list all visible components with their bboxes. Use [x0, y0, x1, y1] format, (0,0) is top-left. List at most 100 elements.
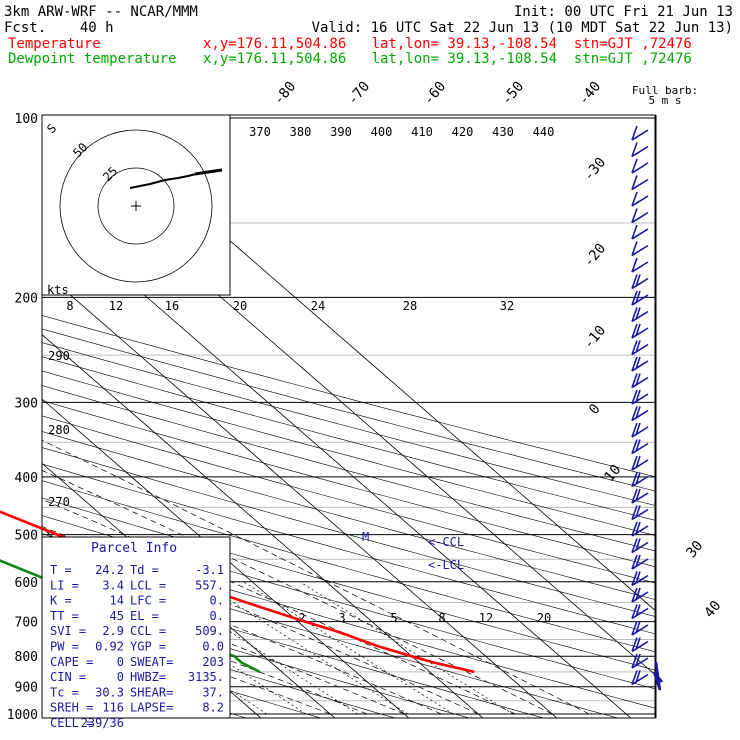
moist-adiabat	[42, 609, 331, 715]
wind-barb	[631, 587, 649, 603]
parcel-info-cell: 37.	[202, 685, 224, 699]
pressure-tick-label: 500	[15, 529, 38, 544]
hodograph-trace-thick	[194, 168, 223, 176]
parcel-info-cell: 24.2	[95, 563, 124, 577]
parcel-info-panel: Parcel Info T = 24.2 Td = -3.1 LI = 3.4 LCL = 55…	[41, 536, 231, 730]
moist-adiabat	[42, 469, 553, 715]
wind-key-label: Full barb:	[632, 84, 698, 97]
parcel-info-cell: 0.0	[202, 640, 224, 654]
mixing-ratio-label: 5	[390, 611, 397, 625]
hodograph-speed-label: 12	[109, 299, 123, 313]
hodograph-ring	[59, 129, 213, 283]
mixing-ratio-line	[200, 581, 409, 715]
parcel-info-cell: CCL =	[130, 624, 166, 638]
parcel-info-cell: 3135.	[188, 670, 224, 684]
pressure-tick-label: 1000	[7, 708, 38, 723]
hodograph-speed-label: 28	[403, 299, 417, 313]
dry-adiabat	[42, 447, 655, 617]
parcel-info-cell: K =	[50, 594, 72, 608]
hodograph-speed-label: 16	[165, 299, 179, 313]
wind-barb	[631, 274, 649, 290]
wind-barb	[631, 356, 649, 372]
wind-barb	[631, 125, 649, 141]
hodograph-ring	[97, 167, 175, 245]
wind-barb	[631, 538, 649, 554]
parcel-info-cell: 239/36	[81, 716, 124, 730]
parcel-marker: M	[362, 530, 369, 544]
moist-adiabat	[42, 498, 516, 715]
mixing-ratio-label: 2	[298, 611, 305, 625]
wind-barbs	[631, 115, 663, 718]
theta-label: 390	[330, 125, 352, 139]
wind-barb	[631, 373, 649, 389]
valid-time: Valid: 16 UTC Sat 22 Jun 13 (10 MDT Sat …	[312, 20, 733, 36]
forecast-hour: Fcst. 40 h	[4, 20, 114, 36]
parcel-info-cell: 203	[202, 655, 224, 669]
isotherm-line	[42, 205, 632, 718]
parcel-info-cell: 45	[110, 609, 124, 623]
parcel-info-cell: SHEAR=	[130, 685, 173, 699]
theta-label: 420	[452, 125, 474, 139]
parcel-info-cell: SWEAT=	[130, 655, 173, 669]
theta-left-label: 280	[48, 423, 70, 437]
wind-barb	[631, 224, 649, 240]
parcel-info-cell: EL =	[130, 609, 159, 623]
wind-barb	[631, 670, 649, 686]
dry-adiabat	[42, 463, 655, 635]
ccl-marker: <-CCL	[428, 535, 464, 549]
mixing-ratio-label: 8	[438, 611, 445, 625]
legend-temperature-loc: x,y=176.11,504.86 lat,lon= 39.13,-108.54…	[203, 36, 692, 52]
moist-adiabat	[42, 439, 590, 715]
theta-label: 440	[533, 125, 555, 139]
pressure-tick-label: 700	[15, 616, 38, 631]
parcel-info-cell: 14	[110, 594, 124, 608]
wind-barb	[631, 208, 649, 224]
mixing-ratio-label: 3	[338, 611, 345, 625]
parcel-info-cell: 557.	[195, 578, 224, 592]
parcel-info-cell: 30.3	[95, 685, 124, 699]
parcel-info-cell: 0	[117, 670, 124, 684]
dry-adiabat	[42, 315, 655, 478]
dry-adiabat	[42, 497, 655, 671]
theta-label: 380	[290, 125, 312, 139]
hodograph-speed-label: 24	[311, 299, 325, 313]
wind-barb-surface	[652, 661, 663, 691]
pressure-tick-label: 600	[15, 576, 38, 591]
isotherm-line	[42, 334, 484, 718]
dry-adiabat	[42, 415, 655, 584]
plot-frame	[41, 114, 656, 719]
hodograph-speed-label: 20	[233, 299, 247, 313]
pressure-tick-label: 100	[15, 112, 38, 127]
lcl-marker: <-LCL	[428, 558, 464, 572]
wind-barb	[631, 620, 649, 636]
isotherm-line	[42, 398, 410, 718]
theta-label: 410	[411, 125, 433, 139]
parcel-info-cell: 509.	[195, 624, 224, 638]
isotherm-line	[42, 269, 558, 718]
parcel-info-cell: LAPSE=	[130, 701, 173, 715]
mixing-ratio-line	[299, 581, 514, 715]
parcel-info-cell: 116	[102, 701, 124, 715]
parcel-info-cell: CAPE =	[50, 655, 93, 669]
wind-barb	[631, 307, 649, 323]
parcel-info-cell: CELL =	[50, 716, 93, 730]
theta-left-label: 290	[48, 349, 70, 363]
dry-adiabat	[42, 328, 655, 492]
dry-adiabat	[42, 356, 655, 521]
parcel-info-cell: Td =	[130, 563, 159, 577]
parcel-info-heading: Parcel Info	[91, 541, 177, 556]
wind-barb	[631, 422, 649, 438]
wind-barb	[631, 142, 649, 158]
mixing-ratio-label: 20	[537, 611, 551, 625]
wind-barb	[631, 505, 649, 521]
parcel-info-cell: SREH =	[50, 701, 93, 715]
temperature-line	[0, 510, 475, 674]
wind-barb	[631, 653, 649, 669]
parcel-info-cell: 3.4	[102, 578, 124, 592]
chart-title: 3km ARW-WRF -- NCAR/MMM	[4, 4, 198, 20]
parcel-info-cell: -3.1	[195, 563, 224, 577]
wind-key-unit: 5 m s	[648, 94, 681, 107]
wind-barb	[631, 290, 649, 306]
